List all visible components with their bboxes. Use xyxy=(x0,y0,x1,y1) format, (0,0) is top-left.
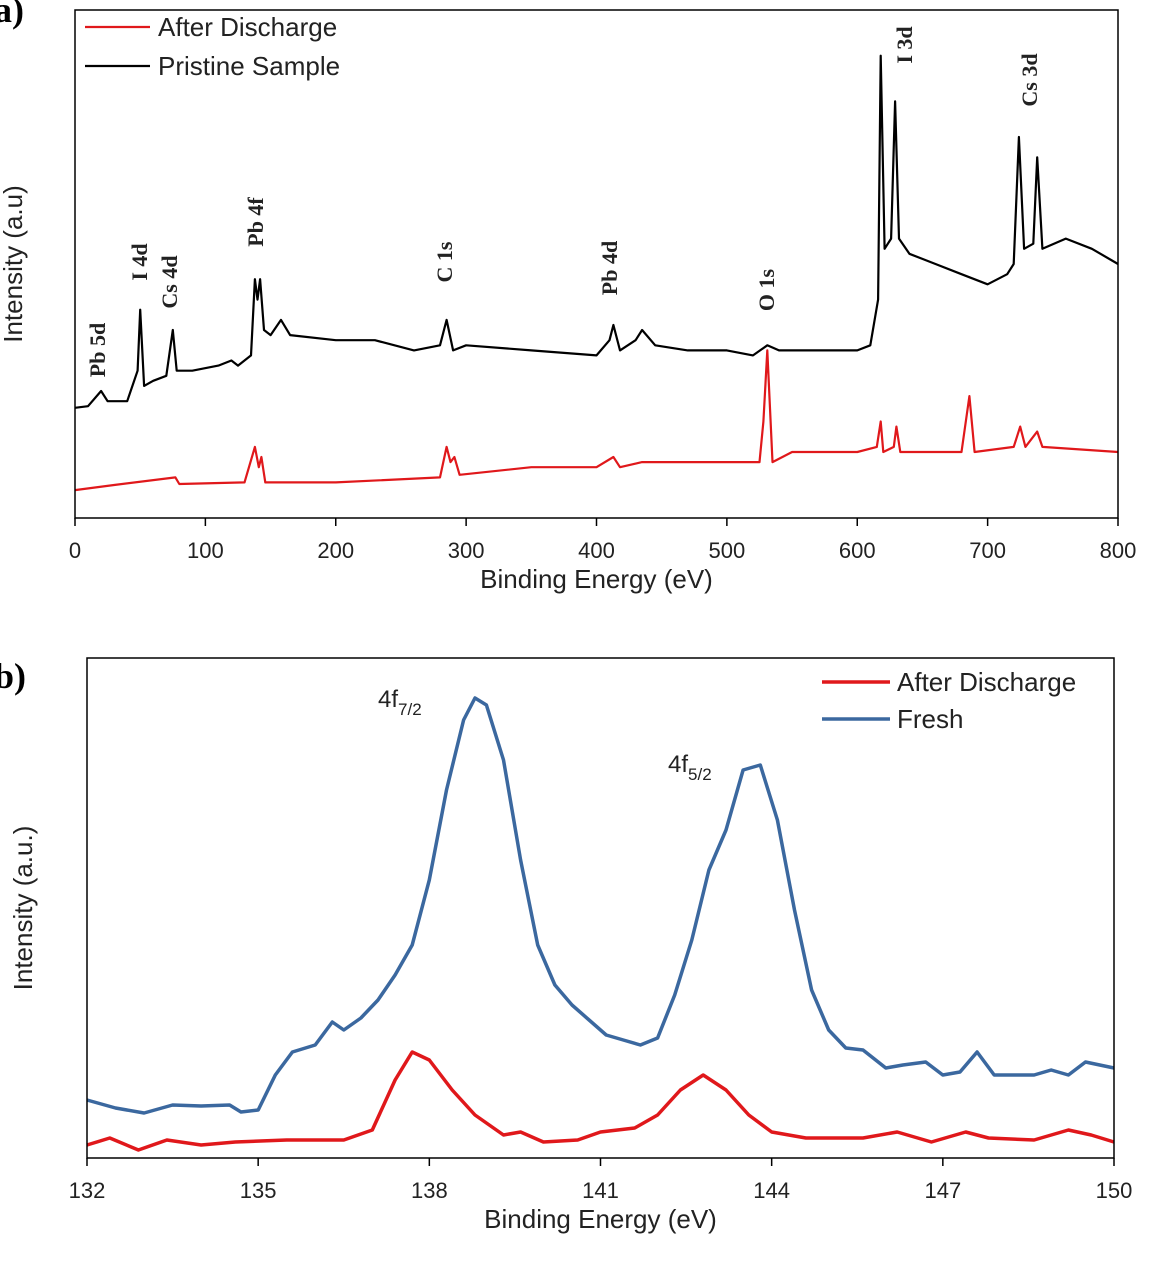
legend-label: Pristine Sample xyxy=(158,51,340,81)
legend-label: After Discharge xyxy=(897,667,1076,697)
panel-label: b) xyxy=(0,656,26,696)
y-axis-title: Intensity (a.u.) xyxy=(8,826,38,991)
x-tick-label: 300 xyxy=(448,538,485,563)
panel-label: a) xyxy=(0,0,24,30)
peak-label: 4f7/2 xyxy=(378,686,422,719)
peak-label-main: 4f xyxy=(378,686,398,713)
peak-label: 4f5/2 xyxy=(668,751,712,784)
x-tick-label: 135 xyxy=(240,1178,277,1203)
legend-label: After Discharge xyxy=(158,12,337,42)
x-tick-label: 0 xyxy=(69,538,81,563)
peak-label: Pb 5d xyxy=(85,323,110,377)
peak-label: Cs 4d xyxy=(157,255,182,308)
peak-label: Pb 4d xyxy=(597,241,622,295)
x-tick-label: 800 xyxy=(1100,538,1137,563)
peak-label: Pb 4f xyxy=(243,197,268,247)
peak-label: I 3d xyxy=(892,26,917,63)
x-tick-label: 100 xyxy=(187,538,224,563)
peak-label-sub: 5/2 xyxy=(688,765,712,784)
x-tick-label: 144 xyxy=(753,1178,790,1203)
x-axis-title: Binding Energy (eV) xyxy=(480,564,713,594)
x-tick-label: 200 xyxy=(317,538,354,563)
legend-label: Fresh xyxy=(897,704,963,734)
peak-label-sub: 7/2 xyxy=(398,700,422,719)
x-tick-label: 600 xyxy=(839,538,876,563)
series-line xyxy=(86,696,1115,1115)
peak-label: Cs 3d xyxy=(1017,53,1042,106)
peak-label: C 1s xyxy=(432,241,457,282)
series-line xyxy=(74,54,1119,409)
x-tick-label: 500 xyxy=(709,538,746,563)
x-axis-title: Binding Energy (eV) xyxy=(484,1204,717,1234)
x-tick-label: 400 xyxy=(578,538,615,563)
series-line xyxy=(86,1050,1115,1152)
y-axis-title: Intensity (a.u) xyxy=(0,185,28,343)
x-tick-label: 150 xyxy=(1096,1178,1133,1203)
series-line xyxy=(74,349,1119,492)
x-tick-label: 700 xyxy=(969,538,1006,563)
peak-label-main: 4f xyxy=(668,751,688,778)
peak-label: O 1s xyxy=(754,268,779,311)
x-tick-label: 132 xyxy=(69,1178,106,1203)
peak-label: I 4d xyxy=(127,243,152,280)
x-tick-label: 138 xyxy=(411,1178,448,1203)
x-tick-label: 141 xyxy=(582,1178,619,1203)
x-tick-label: 147 xyxy=(924,1178,961,1203)
